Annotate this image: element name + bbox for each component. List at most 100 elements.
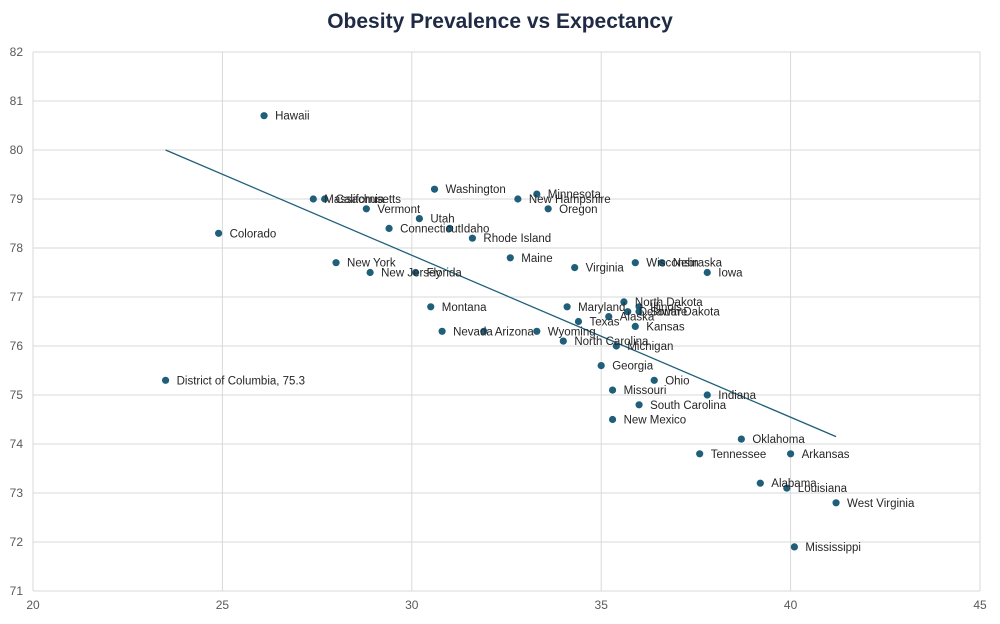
data-point [783,484,791,492]
data-label: Idaho [461,223,490,235]
data-point [415,215,423,223]
data-point [366,268,374,277]
data-label: Wyoming [548,326,596,338]
data-point [631,322,639,330]
data-point [411,268,420,277]
y-tick-label: 75 [10,388,24,402]
y-tick-label: 81 [10,94,24,108]
y-tick-label: 77 [10,290,24,304]
data-point [620,298,628,306]
data-label: Connecticut [400,223,462,235]
data-label: Tennessee [711,449,767,461]
x-tick-label: 45 [973,598,987,612]
y-tick-label: 79 [10,192,24,206]
data-point [563,303,571,311]
data-label: North Dakota [635,297,703,309]
data-point [385,224,393,232]
y-tick-label: 76 [10,339,24,353]
data-point [605,313,613,321]
data-label: Iowa [718,268,743,280]
trendline [165,149,837,438]
data-label: New Mexico [624,415,687,427]
data-label: Mississippi [805,542,861,554]
data-point [608,386,617,394]
x-tick-label: 20 [26,598,40,612]
data-label: Oklahoma [752,434,805,446]
y-tick-label: 71 [10,584,24,598]
data-label: Alaska [620,312,655,324]
data-label: Oregon [559,204,597,216]
data-label: Montana [442,302,487,314]
data-point [696,450,704,458]
data-label: South Carolina [650,400,727,412]
y-tick-label: 80 [10,143,24,157]
data-point [480,327,488,335]
data-point [533,190,541,198]
data-point [438,327,446,335]
data-label: New Jersey [381,268,441,280]
data-label: Nevada [453,326,493,338]
data-label: Colorado [230,228,277,240]
y-tick-label: 73 [10,486,24,500]
data-label: Massachusetts [324,194,401,206]
data-point [608,415,617,424]
data-label: Maine [521,253,552,265]
data-point [468,234,477,242]
data-point [559,337,567,345]
chart-title: Obesity Prevalence vs Expectancy [327,10,673,33]
data-label: West Virginia [847,498,915,510]
data-point [571,264,579,272]
data-point [506,254,514,262]
data-point [544,205,552,213]
data-label: Ohio [665,375,689,387]
data-label: Illinois [650,302,682,314]
axes: 71 72 73 74 75 76 77 78 79 80 81 82 20 25 30 35 40 45 [10,45,987,612]
data-label: Vermont [377,204,421,216]
data-point [309,195,317,203]
data-point [635,401,643,409]
data-label: Kansas [646,321,685,333]
data-point [362,205,370,213]
data-point [635,308,643,316]
data-point [427,303,435,311]
data-label: Louisiana [798,483,848,495]
x-tick-label: 30 [405,598,419,612]
data-point [787,450,795,458]
data-point [790,543,798,551]
data-point [161,376,170,384]
data-point [574,317,583,326]
data-label: District of Columbia, 75.3 [177,375,305,387]
data-label: Indiana [718,390,756,402]
data-label: Maryland [578,302,625,314]
data-label: Minnesota [548,189,602,201]
data-label: Wisconsin [646,258,698,270]
data-label: Michigan [627,341,673,353]
data-point [597,362,605,370]
data-label: Utah [430,214,454,226]
data-label: Texas [589,317,619,329]
data-point [514,195,522,203]
data-label: Alabama [771,478,817,490]
data-point [624,308,632,316]
data-point [321,195,329,203]
grid [32,51,981,592]
data-point [332,259,340,267]
data-label: Florida [427,268,463,280]
data-label: Washington [446,184,506,196]
data-label: New York [347,258,396,270]
data-point [260,112,268,120]
data-point [215,229,223,237]
data-label: New Hampshire [529,194,611,206]
x-tick-label: 25 [216,598,230,612]
data-point [631,259,639,267]
data-point [832,499,840,507]
data-label: Georgia [612,361,654,373]
data-point [703,268,711,277]
data-point [737,435,745,443]
data-label: Virginia [586,263,625,275]
data-point [430,185,439,193]
data-point [446,224,454,232]
trendline-path [165,149,837,438]
